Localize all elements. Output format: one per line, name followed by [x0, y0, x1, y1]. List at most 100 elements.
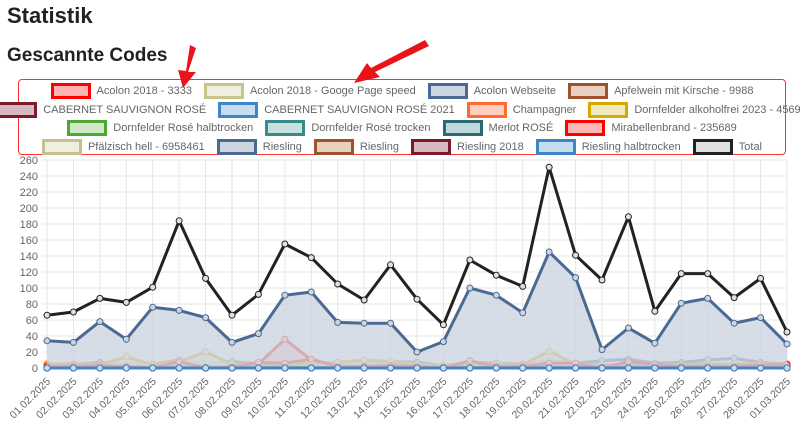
data-point[interactable] — [254, 364, 262, 372]
data-point[interactable] — [334, 364, 342, 372]
legend-item[interactable]: CABERNET SAUVIGNON ROSÉ — [0, 101, 206, 118]
data-point[interactable] — [519, 282, 527, 290]
legend-item[interactable]: Acolon 2018 - Googe Page speed — [203, 83, 416, 100]
data-point[interactable] — [307, 364, 315, 372]
data-point[interactable] — [757, 274, 765, 282]
data-point[interactable] — [43, 337, 51, 345]
data-point[interactable] — [466, 364, 474, 372]
data-point[interactable] — [730, 294, 738, 302]
data-point[interactable] — [254, 330, 262, 338]
legend-item[interactable]: Riesling 2018 — [411, 138, 524, 155]
data-point[interactable] — [307, 288, 315, 296]
data-point[interactable] — [360, 364, 368, 372]
legend-item[interactable]: Riesling — [216, 138, 302, 155]
legend-item[interactable]: Acolon Webseite — [427, 83, 556, 100]
data-point[interactable] — [677, 270, 685, 278]
data-point[interactable] — [730, 364, 738, 372]
data-point[interactable] — [624, 324, 632, 332]
legend-item[interactable]: Mirabellenbrand - 235689 — [565, 120, 737, 137]
data-point[interactable] — [757, 314, 765, 322]
data-point[interactable] — [598, 276, 606, 284]
data-point[interactable] — [783, 364, 791, 372]
data-point[interactable] — [651, 339, 659, 347]
data-point[interactable] — [572, 274, 580, 282]
data-point[interactable] — [545, 248, 553, 256]
data-point[interactable] — [228, 311, 236, 319]
data-point[interactable] — [439, 338, 447, 346]
data-point[interactable] — [572, 251, 580, 259]
data-point[interactable] — [96, 294, 104, 302]
data-point[interactable] — [175, 217, 183, 225]
data-point[interactable] — [545, 163, 553, 171]
legend-item[interactable]: Dornfelder Rosé trocken — [265, 120, 431, 137]
data-point[interactable] — [122, 364, 130, 372]
data-point[interactable] — [122, 335, 130, 343]
legend-item[interactable]: Apfelwein mit Kirsche - 9988 — [568, 83, 753, 100]
data-point[interactable] — [281, 240, 289, 248]
data-point[interactable] — [651, 307, 659, 315]
data-point[interactable] — [175, 306, 183, 314]
data-point[interactable] — [704, 270, 712, 278]
data-point[interactable] — [677, 299, 685, 307]
data-point[interactable] — [202, 274, 210, 282]
data-point[interactable] — [387, 261, 395, 269]
legend-item[interactable]: Dornfelder Rosé halbtrocken — [67, 120, 253, 137]
data-point[interactable] — [334, 318, 342, 326]
data-point[interactable] — [334, 280, 342, 288]
data-point[interactable] — [202, 364, 210, 372]
data-point[interactable] — [413, 295, 421, 303]
data-point[interactable] — [122, 298, 130, 306]
data-point[interactable] — [387, 364, 395, 372]
data-point[interactable] — [202, 314, 210, 322]
data-point[interactable] — [228, 364, 236, 372]
data-point[interactable] — [387, 319, 395, 327]
data-point[interactable] — [730, 319, 738, 327]
data-point[interactable] — [466, 256, 474, 264]
legend-item[interactable]: CABERNET SAUVIGNON ROSÉ 2021 — [218, 101, 455, 118]
data-point[interactable] — [783, 340, 791, 348]
data-point[interactable] — [175, 364, 183, 372]
data-point[interactable] — [69, 308, 77, 316]
data-point[interactable] — [572, 364, 580, 372]
legend-item[interactable]: Pfälzisch hell - 6958461 — [41, 138, 205, 155]
data-point[interactable] — [439, 321, 447, 329]
legend-item[interactable]: Merlot ROSÉ — [442, 120, 553, 137]
data-point[interactable] — [360, 296, 368, 304]
data-point[interactable] — [149, 283, 157, 291]
data-point[interactable] — [704, 294, 712, 302]
data-point[interactable] — [281, 364, 289, 372]
legend-item[interactable]: Acolon 2018 - 3333 — [50, 83, 192, 100]
data-point[interactable] — [149, 364, 157, 372]
data-point[interactable] — [281, 291, 289, 299]
data-point[interactable] — [757, 364, 765, 372]
data-point[interactable] — [598, 364, 606, 372]
data-point[interactable] — [651, 364, 659, 372]
data-point[interactable] — [519, 364, 527, 372]
data-point[interactable] — [545, 364, 553, 372]
data-point[interactable] — [704, 364, 712, 372]
data-point[interactable] — [677, 364, 685, 372]
legend-item[interactable]: Riesling — [313, 138, 399, 155]
data-point[interactable] — [439, 364, 447, 372]
legend-item[interactable]: Dornfelder alkoholfrei 2023 - 45699 — [588, 101, 800, 118]
legend-item[interactable]: Champagner — [466, 101, 576, 118]
legend-item[interactable]: Total — [692, 138, 762, 155]
data-point[interactable] — [413, 348, 421, 356]
data-point[interactable] — [43, 364, 51, 372]
data-point[interactable] — [413, 364, 421, 372]
data-point[interactable] — [624, 213, 632, 221]
data-point[interactable] — [254, 290, 262, 298]
data-point[interactable] — [466, 284, 474, 292]
data-point[interactable] — [360, 319, 368, 327]
legend-item[interactable]: Riesling halbtrocken — [535, 138, 681, 155]
data-point[interactable] — [43, 311, 51, 319]
data-point[interactable] — [69, 338, 77, 346]
data-point[interactable] — [492, 271, 500, 279]
data-point[interactable] — [492, 291, 500, 299]
data-point[interactable] — [96, 364, 104, 372]
data-point[interactable] — [69, 364, 77, 372]
data-point[interactable] — [624, 364, 632, 372]
data-point[interactable] — [96, 318, 104, 326]
data-point[interactable] — [598, 346, 606, 354]
data-point[interactable] — [149, 303, 157, 311]
